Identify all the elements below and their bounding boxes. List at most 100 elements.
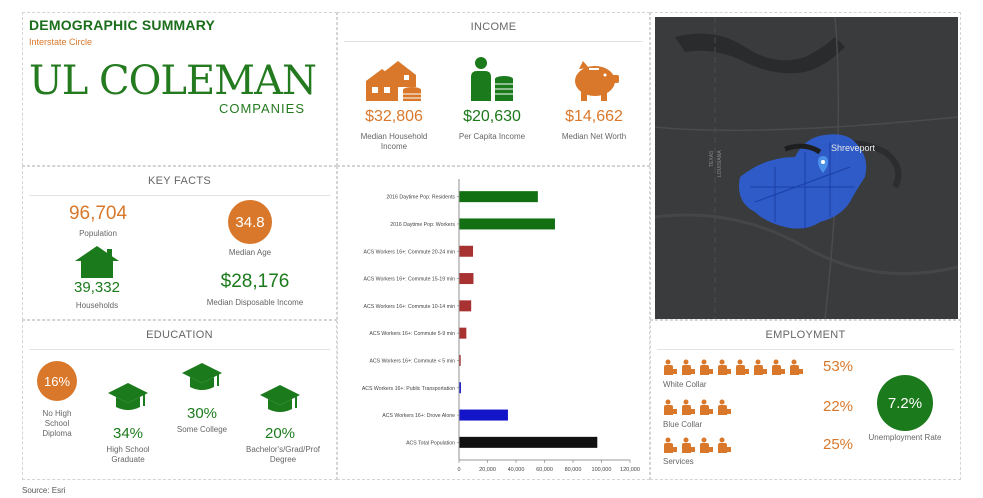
chart-x-tick-label: 20,000 — [479, 467, 496, 473]
source-footnote: Source: Esri — [22, 486, 66, 495]
education-title-text: EDUCATION — [146, 329, 213, 341]
chart-bar[interactable] — [459, 245, 474, 257]
chart-bar[interactable] — [459, 273, 474, 285]
area-map: TEXAS LOUISIANA — [655, 17, 958, 319]
per-capita-income-value: $20,630 — [463, 108, 521, 125]
median-net-worth-value: $14,662 — [565, 108, 623, 125]
income-section-title: INCOME — [338, 21, 649, 42]
blue-collar-icons — [663, 399, 735, 415]
blue-collar-value: 22% — [823, 398, 854, 415]
education-section-title: EDUCATION — [23, 329, 336, 350]
chart-category-label: ACS Workers 16+: Commute 10-14 min — [364, 304, 456, 310]
worker-icon — [664, 359, 677, 375]
chart-bar[interactable] — [459, 354, 461, 366]
disposable-income-label: Median Disposable Income — [206, 298, 304, 307]
worker-icon — [700, 399, 713, 415]
header-panel: DEMOGRAPHIC SUMMARY Interstate Circle UL… — [22, 12, 337, 166]
house-coins-icon — [366, 61, 421, 101]
unemployment-value: 7.2% — [887, 394, 923, 412]
chart-bar[interactable] — [459, 218, 555, 230]
chart-x-tick-label: 80,000 — [565, 467, 582, 473]
worker-icon — [682, 399, 695, 415]
disposable-income-value: $28,176 — [220, 271, 290, 292]
services-label: Services — [663, 457, 694, 466]
bachelor-label: Bachelor's/Grad/Prof Degree — [245, 445, 320, 464]
chart-bar[interactable] — [459, 191, 538, 203]
worker-icon — [700, 437, 713, 453]
high-school-value: 34% — [112, 425, 144, 442]
chart-category-label: ACS Workers 16+: Public Transportation — [362, 386, 455, 392]
high-school-label: High School Graduate — [106, 445, 150, 464]
logo-main-text: UL COLEMAN — [29, 58, 317, 104]
chart-category-label: ACS Workers 16+: Commute 15-19 min — [364, 277, 456, 283]
worker-icon — [664, 399, 677, 415]
per-capita-income-label: Per Capita Income — [458, 132, 526, 141]
some-college-label: Some College — [176, 425, 228, 434]
company-logo: UL COLEMAN COMPANIES — [29, 59, 319, 119]
employment-panel: EMPLOYMENT White Collar 53% Blue Collar … — [650, 320, 961, 480]
unemployment-badge: 7.2% — [877, 375, 933, 431]
map-city-label: Shreveport — [831, 143, 876, 153]
employment-title-divider — [657, 349, 954, 350]
chart-category-label: ACS Workers 16+: Drove Alone — [382, 413, 455, 419]
households-value: 39,332 — [74, 279, 120, 296]
education-title-divider — [29, 349, 330, 350]
map-state-label-texas: TEXAS — [709, 150, 715, 167]
median-household-income-label: Median Household Income — [360, 132, 428, 151]
blue-collar-label: Blue Collar — [663, 420, 703, 429]
chart-x-tick-label: 60,000 — [536, 467, 553, 473]
income-panel: INCOME $32,806 Median Household Income $… — [337, 12, 650, 166]
income-item-household: $32,806 Median Household Income — [346, 57, 442, 152]
worker-icon — [790, 359, 803, 375]
worker-icon — [718, 437, 731, 453]
income-title-text: INCOME — [470, 21, 517, 33]
household-house-icon — [75, 246, 119, 278]
dashboard-title: DEMOGRAPHIC SUMMARY — [29, 17, 216, 33]
worker-icon — [700, 359, 713, 375]
chart-bar[interactable] — [459, 436, 598, 448]
education-panel: EDUCATION 16% No High School Diploma 34%… — [22, 320, 337, 480]
chart-category-label: ACS Workers 16+: Commute 20-24 min — [364, 249, 456, 255]
median-household-income-value: $32,806 — [365, 108, 423, 125]
chart-bar[interactable] — [459, 382, 461, 394]
worker-icon — [718, 359, 731, 375]
worker-icon — [718, 399, 731, 415]
worker-icon — [754, 359, 767, 375]
chart-bar[interactable] — [459, 327, 467, 339]
services-icons — [663, 437, 735, 453]
chart-panel: 2016 Daytime Pop: Residents 2016 Daytime … — [337, 166, 650, 480]
graduation-cap-icon-high-school — [108, 383, 148, 410]
key-facts-section-title: KEY FACTS — [23, 175, 336, 196]
chart-category-label: 2016 Daytime Pop: Residents — [386, 195, 455, 201]
no-high-school-label: No High School Diploma — [42, 409, 72, 438]
chart-x-tick-label: 120,000 — [620, 467, 640, 473]
median-net-worth-label: Median Net Worth — [561, 132, 627, 141]
chart-x-tick-label: 40,000 — [508, 467, 525, 473]
worker-icon — [664, 437, 677, 453]
dashboard-subtitle: Interstate Circle — [29, 37, 93, 47]
piggy-bank-icon — [575, 61, 619, 101]
no-high-school-value: 16% — [43, 373, 71, 389]
worker-icon — [772, 359, 785, 375]
chart-bar[interactable] — [459, 409, 508, 421]
income-item-net-worth: $14,662 Median Net Worth — [546, 59, 642, 142]
logo-sub-text: COMPANIES — [218, 101, 305, 116]
chart-x-tick-label: 100,000 — [592, 467, 612, 473]
chart-category-label: 2016 Daytime Pop: Workers — [390, 222, 455, 228]
households-label: Households — [75, 301, 119, 310]
income-title-divider — [344, 41, 643, 42]
key-facts-panel: KEY FACTS 96,704 Population 34.8 Median … — [22, 166, 337, 320]
chart-category-label: ACS Workers 16+: Commute < 5 min — [369, 358, 455, 364]
median-age-value: 34.8 — [235, 213, 265, 231]
no-high-school-badge: 16% — [37, 361, 77, 401]
chart-bar[interactable] — [459, 300, 472, 312]
worker-icon — [682, 359, 695, 375]
map-state-label-louisiana: LOUISIANA — [717, 150, 723, 177]
unemployment-label: Unemployment Rate — [868, 433, 942, 442]
some-college-value: 30% — [186, 405, 218, 422]
white-collar-label: White Collar — [663, 380, 707, 389]
chart-category-label: ACS Total Population — [406, 440, 455, 446]
worker-icon — [682, 437, 695, 453]
chart-x-tick-label: 0 — [457, 467, 460, 473]
daytime-commute-bar-chart: 2016 Daytime Pop: Residents 2016 Daytime … — [362, 179, 640, 473]
